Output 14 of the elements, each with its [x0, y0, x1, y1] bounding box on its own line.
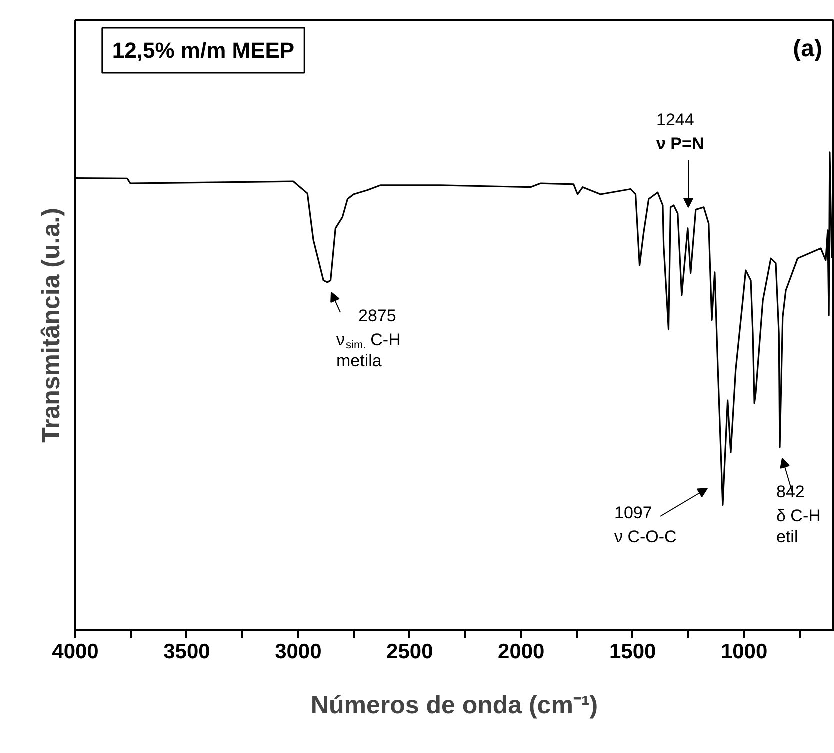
x-tick-label: 4000: [52, 640, 99, 664]
y-axis-title: Transmitância (u.a.): [38, 208, 66, 443]
x-tick-label: 3000: [275, 640, 322, 664]
x-tick-label: 1500: [609, 640, 656, 664]
annotation: 842 δ C-H etil: [776, 482, 821, 546]
x-tick-label: 1000: [720, 640, 768, 664]
chart-title: 12,5% m/m MEEP: [112, 38, 295, 63]
text: (a): [793, 36, 823, 62]
x-tick-label: 3500: [164, 640, 210, 664]
x-axis-title: Números de onda (cm⁻¹): [310, 692, 598, 720]
x-tick-label: 2000: [498, 640, 545, 664]
annotation: 1097 ν C-O-C: [614, 504, 677, 546]
annotation: 1244 ν P=N: [656, 110, 704, 154]
x-tick-label: 2500: [386, 640, 434, 664]
